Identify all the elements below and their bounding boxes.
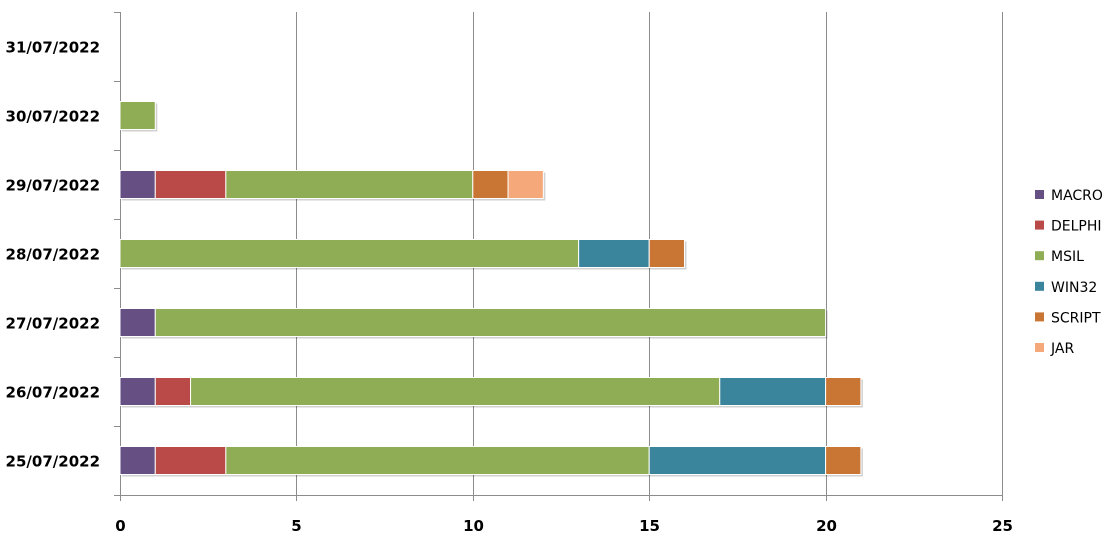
bar-macro-29/07/2022	[119, 170, 156, 199]
legend-swatch-msil	[1035, 251, 1044, 261]
bar-win32-25/07/2022	[648, 446, 827, 475]
bar-macro-25/07/2022	[119, 446, 156, 475]
bar-jar-29/07/2022	[507, 170, 544, 199]
bar-msil-28/07/2022	[119, 239, 580, 268]
legend-label-jar: JAR	[1050, 341, 1074, 357]
legend-label-delphi: DELPHI	[1051, 219, 1102, 235]
legend-swatch-macro	[1035, 190, 1044, 199]
legend-label-win32: WIN32	[1051, 280, 1097, 296]
x-tick-label: 25	[992, 517, 1013, 535]
bar-script-25/07/2022	[825, 446, 862, 475]
bar-macro-27/07/2022	[119, 308, 156, 337]
bar-msil-27/07/2022	[154, 308, 827, 337]
bar-msil-26/07/2022	[190, 377, 721, 406]
legend-swatch-script	[1035, 312, 1044, 322]
y-tick-label: 25/07/2022	[6, 453, 100, 471]
bar-win32-28/07/2022	[578, 239, 650, 268]
y-tick-label: 30/07/2022	[6, 108, 100, 126]
bar-msil-30/07/2022	[119, 101, 156, 130]
y-tick-label: 28/07/2022	[6, 246, 100, 264]
labels-layer: 0 5 10 15 20 25 25/07/2022 26/07/2022 27/07/2022…	[6, 39, 1013, 536]
bar-msil-25/07/2022	[225, 446, 650, 475]
bar-win32-26/07/2022	[719, 377, 827, 406]
bar-delphi-25/07/2022	[154, 446, 227, 475]
legend-label-script: SCRIPT	[1051, 310, 1101, 326]
x-tick-label: 15	[639, 517, 660, 535]
bar-msil-29/07/2022	[225, 170, 474, 199]
bars-layer	[119, 101, 863, 477]
x-tick-label: 20	[816, 517, 837, 535]
y-tick-label: 26/07/2022	[6, 384, 100, 402]
x-tick-label: 5	[291, 517, 301, 535]
bar-script-29/07/2022	[472, 170, 509, 199]
legend: MACRO DELPHI MSIL WIN32 SCRIPT JAR	[1035, 188, 1103, 357]
legend-label-macro: MACRO	[1051, 188, 1103, 204]
legend-swatch-win32	[1035, 281, 1044, 291]
bar-delphi-26/07/2022	[154, 377, 192, 406]
bar-delphi-29/07/2022	[154, 170, 227, 199]
x-tick-label: 0	[115, 517, 125, 535]
y-tick-label: 27/07/2022	[6, 315, 100, 333]
legend-swatch-delphi	[1035, 220, 1044, 230]
y-tick-label: 29/07/2022	[6, 177, 100, 195]
bar-macro-26/07/2022	[119, 377, 156, 406]
x-tick-label: 10	[463, 517, 484, 535]
legend-label-msil: MSIL	[1051, 249, 1084, 265]
bar-script-28/07/2022	[648, 239, 685, 268]
y-tick-label: 31/07/2022	[6, 39, 100, 57]
bar-script-26/07/2022	[825, 377, 862, 406]
legend-swatch-jar	[1035, 343, 1044, 352]
